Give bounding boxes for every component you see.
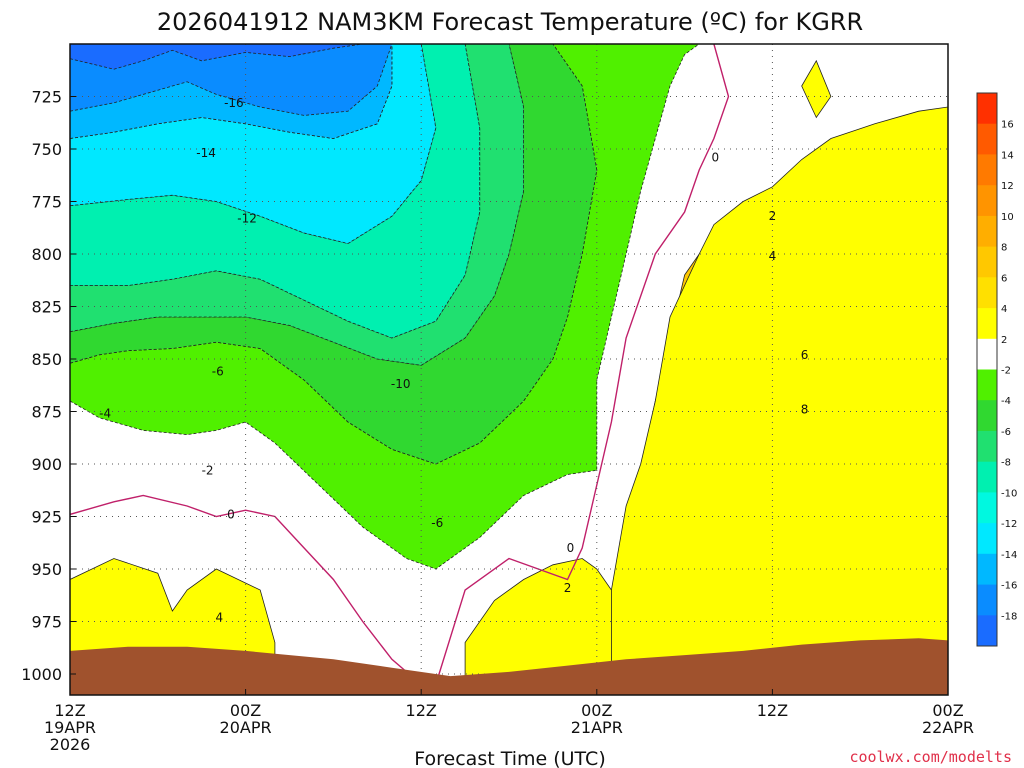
colorbar-swatch-5: [977, 246, 997, 278]
colorbar-tick-4: 8: [1001, 243, 1007, 254]
plot-frame: [69, 43, 949, 696]
colorbar-tick-6: 4: [1001, 304, 1007, 315]
freezing-line-0: [70, 494, 422, 686]
colorbar-swatch-15: [977, 553, 997, 585]
y-tick-label-800: 800: [31, 245, 62, 264]
colorbar-swatch-3: [977, 185, 997, 217]
contour-label-6: -4: [99, 407, 111, 421]
temp-region-7: [611, 106, 948, 685]
temp-region-8: [801, 59, 832, 119]
plot-area: [69, 43, 949, 696]
colorbar-frame: [976, 92, 998, 647]
x-axis-label: Forecast Time (UTC): [414, 748, 605, 768]
field-group: [70, 44, 948, 695]
contour-label-16: 8: [801, 402, 809, 416]
y-tick-label-975: 975: [31, 613, 62, 632]
contour-label-11: 2: [564, 581, 572, 595]
x-tick-label-2-0: 12Z: [406, 701, 437, 720]
colorbar-tick-13: -12: [1001, 519, 1017, 530]
contour-label-2: -12: [237, 211, 257, 225]
colorbar-tick-16: -18: [1001, 611, 1017, 622]
colorbar-swatch-11: [977, 430, 997, 463]
y-tick-label-925: 925: [31, 508, 62, 527]
terrain-fill: [70, 638, 948, 695]
colorbar: 16 14 12 10 8 6 4 2 -2 -4 -6 -8 -10 -12 -14 -16 -18: [976, 92, 1017, 647]
contour-label-12: 2: [769, 209, 777, 223]
colorbar-swatch-16: [977, 584, 997, 616]
contour-label-3: -10: [391, 377, 411, 391]
x-tick-label-5-0: 00Z: [932, 701, 963, 720]
contour-label-0: -16: [224, 96, 244, 110]
temp-region-15: [70, 44, 393, 116]
contour-label-14: 4: [769, 249, 777, 263]
chart-title: 2026041912 NAM3KM Forecast Temperature (…: [157, 8, 863, 36]
colorbar-swatch-17: [977, 615, 997, 647]
contour-label-9: 0: [567, 541, 575, 555]
contour-label-5: -6: [431, 516, 443, 530]
colorbar-swatch-10: [977, 400, 997, 432]
y-tick-label-775: 775: [31, 193, 62, 212]
colorbar-swatch-13: [977, 492, 997, 524]
colorbar-swatch-1: [977, 123, 997, 155]
x-tick-label-3-1: 21APR: [571, 718, 623, 737]
y-axis: 725 750 775 800 825 850 875 900 925 950 975 1000: [21, 88, 76, 684]
colorbar-swatch-8: [977, 338, 997, 370]
x-tick-label-0-1: 19APR: [44, 718, 96, 737]
colorbar-tick-1: 14: [1001, 150, 1014, 161]
contour-label-13: 4: [215, 610, 223, 624]
y-tick-label-825: 825: [31, 298, 62, 317]
colorbar-tick-0: 16: [1001, 120, 1014, 131]
colorbar-swatch-0: [977, 93, 997, 125]
y-tick-label-1000: 1000: [21, 665, 62, 684]
contour-label-7: -2: [202, 463, 214, 477]
credit-text: coolwx.com/modelts: [849, 748, 1012, 766]
colorbar-tick-3: 10: [1001, 212, 1014, 223]
x-tick-label-4-0: 12Z: [757, 701, 788, 720]
colorbar-tick-5: 6: [1001, 273, 1007, 284]
colorbar-tick-10: -6: [1001, 427, 1011, 438]
x-tick-label-3-0: 00Z: [581, 701, 612, 720]
y-tick-label-950: 950: [31, 560, 62, 579]
contour-label-1: -14: [196, 146, 216, 160]
y-tick-label-875: 875: [31, 403, 62, 422]
colorbar-swatch-2: [977, 154, 997, 186]
colorbar-tick-2: 12: [1001, 181, 1014, 192]
colorbar-swatch-9: [977, 369, 997, 401]
colorbar-tick-11: -8: [1001, 458, 1011, 469]
colorbar-swatch-7: [977, 308, 997, 340]
contour-labels: -16 -14 -12 -10 -6 -6 -4 -2 0 0 0 2 2 4 4 6 8: [99, 96, 809, 624]
colorbar-tick-8: -2: [1001, 366, 1011, 377]
colorbar-swatch-14: [977, 523, 997, 555]
colorbar-swatch-6: [977, 277, 997, 309]
y-tick-label-850: 850: [31, 350, 62, 369]
temp-region-11: [70, 44, 524, 366]
x-tick-label-0-2: 2026: [50, 735, 91, 754]
colorbar-tick-9: -4: [1001, 396, 1011, 407]
colorbar-tick-12: -10: [1001, 488, 1017, 499]
colorbar-swatch-12: [977, 461, 997, 493]
y-tick-label-725: 725: [31, 88, 62, 107]
temp-region-16: [70, 44, 363, 70]
contour-label-15: 6: [801, 348, 809, 362]
contour-label-4: -6: [212, 365, 224, 379]
colorbar-swatch-4: [977, 215, 997, 248]
x-tick-label-1-1: 20APR: [220, 718, 272, 737]
y-tick-label-750: 750: [31, 140, 62, 159]
colorbar-tick-7: 2: [1001, 335, 1007, 346]
x-tick-label-1-0: 00Z: [230, 701, 261, 720]
contour-label-10: 0: [712, 150, 720, 164]
temp-region-10: [70, 44, 598, 465]
colorbar-tick-14: -14: [1001, 550, 1017, 561]
contour-label-8: 0: [227, 507, 235, 521]
y-tick-label-900: 900: [31, 455, 62, 474]
x-tick-label-5-1: 22APR: [922, 718, 974, 737]
freezing-line-1: [435, 44, 730, 685]
x-tick-label-0-0: 12Z: [54, 701, 85, 720]
colorbar-tick-15: -16: [1001, 581, 1017, 592]
